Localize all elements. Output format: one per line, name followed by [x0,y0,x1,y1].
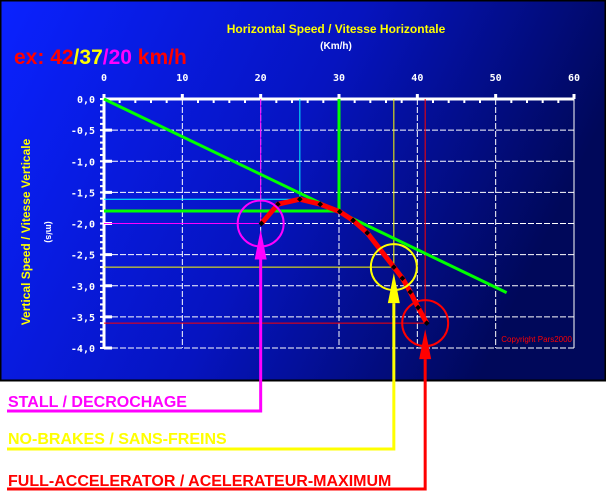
example-part: 37 [79,46,102,69]
example-speeds: ex: 42/37/20 km/h [14,46,187,69]
marker-label: STALL / DECROCHAGE [8,394,187,411]
example-part: / [74,46,80,69]
polar-point [415,304,421,311]
x-tick-label: 10 [176,73,188,84]
example-part: / [103,46,109,69]
arrow-head-icon [387,273,400,304]
y-tick-label: -3,0 [71,282,95,293]
polar-point [391,264,397,270]
marker-label: FULL-ACCELERATOR / ACELERATEUR-MAXIMUM [8,473,391,490]
x-tick-label: 20 [255,73,267,84]
y-axis-unit: (m/s) [44,221,54,243]
y-tick-label: 0,0 [77,95,95,106]
example-part: ex: [14,46,50,69]
polar-point [297,196,303,203]
leader-line [7,359,427,491]
example-part: km/h [132,46,187,69]
leader-line [7,303,396,451]
marker-label: NO-BRAKES / SANS-FREINS [8,431,227,448]
x-tick-label: 30 [333,73,345,84]
chart-title: Horizontal Speed / Vitesse Horizontale [227,22,446,36]
y-axis-label: Vertical Speed / Vitesse Verticale [19,138,33,325]
y-tick-label: -3,5 [71,313,95,324]
x-tick-label: 40 [411,73,423,84]
x-axis-label: (Km/h) [320,41,352,52]
x-tick-label: 50 [490,73,502,84]
polar-point [350,217,356,224]
arrow-head-icon [419,329,432,360]
polar-point [364,230,371,236]
x-tick-label: 60 [568,73,580,84]
example-part: 42 [50,46,73,69]
polar-point [407,289,414,295]
polar-point [258,220,265,227]
y-tick-label: -2,0 [71,220,95,231]
polar-curve [259,196,429,325]
y-tick-label: -1,5 [71,188,95,199]
polar-point [423,320,430,326]
y-tick-label: -2,5 [71,251,95,262]
y-tick-label: -1,0 [71,157,95,168]
copyright: Copyright Pars2000 [501,335,572,344]
glide-line [103,97,508,294]
polar-point [317,201,324,208]
polar-point [336,208,343,215]
y-tick-label: -4,0 [71,344,95,355]
arrow-head-icon [254,229,267,260]
polar-point [399,275,406,282]
example-part: 20 [109,46,132,69]
leader-line [7,259,263,413]
x-tick-label: 0 [101,73,107,84]
y-tick-label: -0,5 [71,126,95,137]
